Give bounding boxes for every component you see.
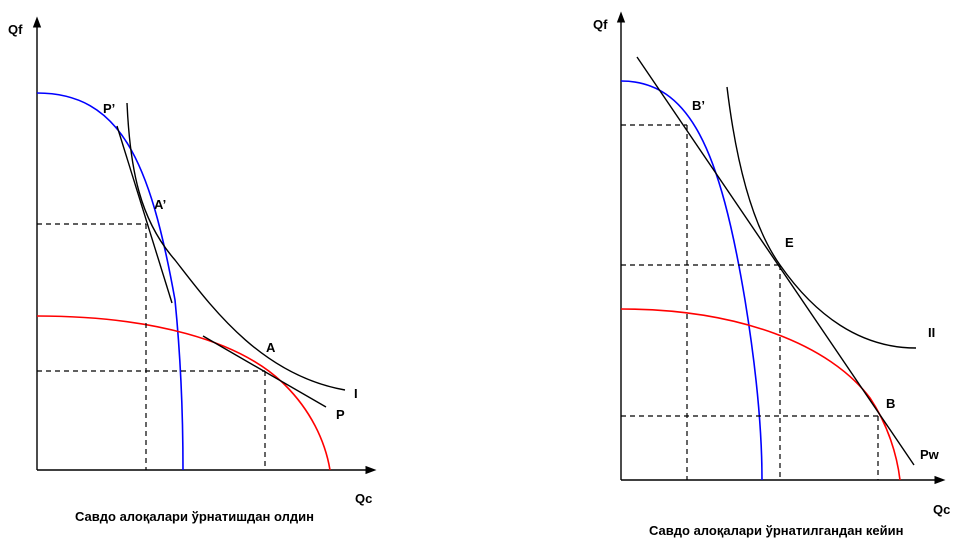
right-x-axis-label: Qc bbox=[933, 502, 950, 517]
left-label-p-prime: P’ bbox=[103, 101, 115, 116]
left-label-p: P bbox=[336, 407, 345, 422]
right-label-indifference-II: II bbox=[928, 325, 935, 340]
right-y-axis-label: Qf bbox=[593, 17, 608, 32]
right-label-b: B bbox=[886, 396, 895, 411]
right-label-b-prime: B’ bbox=[692, 98, 705, 113]
left-panel: Qf Qc P’ A’ A P I Савдо алоқалари ўрнати… bbox=[8, 16, 377, 524]
left-red-ppf bbox=[36, 315, 331, 471]
left-blue-ppf bbox=[36, 92, 184, 471]
right-panel: Qf Qc B’ E II B Pw Савдо алоқалари ўрнат… bbox=[593, 11, 950, 538]
right-blue-ppf bbox=[620, 80, 763, 481]
right-label-e: E bbox=[785, 235, 794, 250]
left-price-line-p-prime bbox=[116, 125, 173, 304]
left-caption: Савдо алоқалари ўрнатишдан олдин bbox=[75, 509, 314, 524]
left-label-a: A bbox=[266, 340, 276, 355]
right-red-ppf bbox=[620, 308, 901, 481]
right-caption: Савдо алоқалари ўрнатилгандан кейин bbox=[649, 523, 903, 538]
left-y-axis-label: Qf bbox=[8, 22, 23, 37]
left-label-indifference-I: I bbox=[354, 386, 358, 401]
left-label-a-prime: A’ bbox=[154, 197, 166, 212]
left-x-axis-label: Qc bbox=[355, 491, 372, 506]
right-world-price-line bbox=[636, 56, 915, 466]
right-label-pw: Pw bbox=[920, 447, 940, 462]
left-indifference-curve-I bbox=[126, 102, 346, 391]
right-indifference-curve-II bbox=[726, 86, 917, 349]
